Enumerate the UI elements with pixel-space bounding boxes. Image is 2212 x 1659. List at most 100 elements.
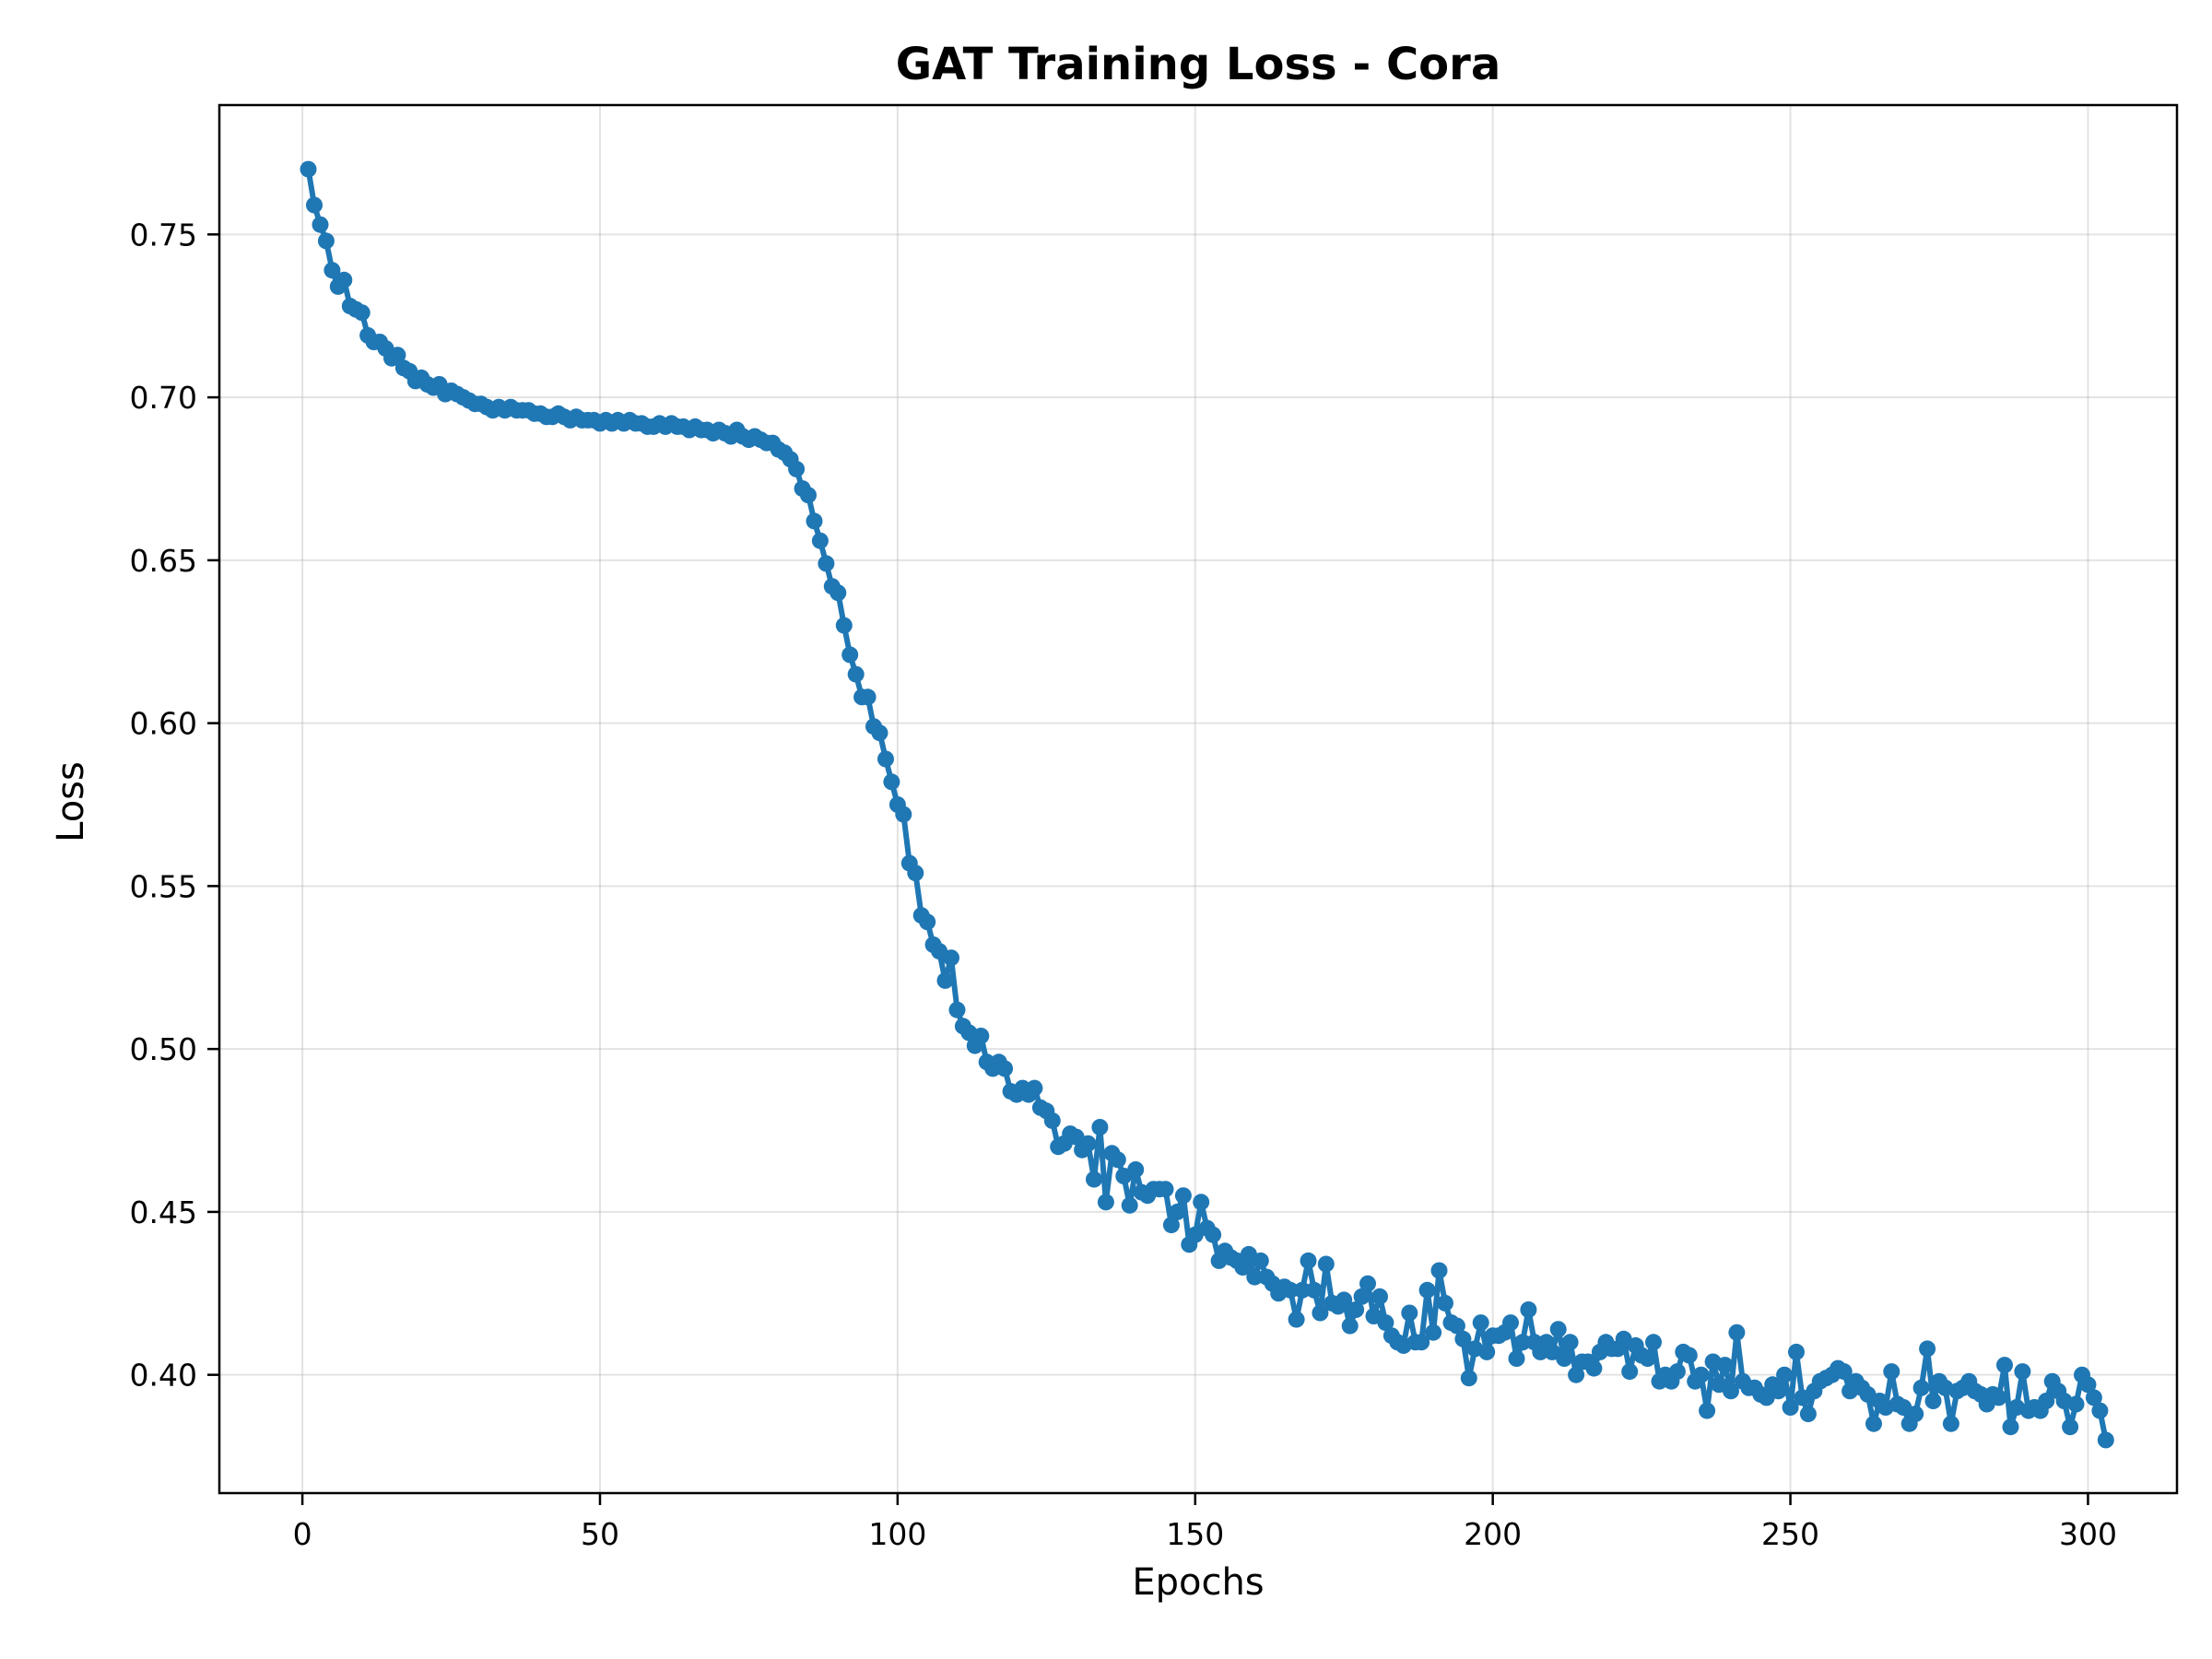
data-point — [800, 487, 817, 504]
x-tick-label: 200 — [1464, 1516, 1522, 1552]
y-axis-label: Loss — [50, 761, 92, 842]
x-tick-label: 100 — [868, 1516, 926, 1552]
data-point — [312, 216, 329, 233]
data-point — [996, 1060, 1014, 1077]
data-point — [1353, 1288, 1371, 1305]
series-line — [305, 169, 2109, 1441]
data-point — [1282, 1281, 1300, 1299]
data-point — [936, 971, 954, 989]
y-tick-label: 0.55 — [130, 868, 197, 904]
data-point — [943, 949, 959, 967]
x-axis-ticks: 0 50 100 150 200 250 300 — [293, 1493, 2117, 1552]
data-point — [1043, 1112, 1061, 1129]
data-point — [1788, 1343, 1805, 1360]
data-point — [1294, 1281, 1311, 1299]
data-point — [1157, 1181, 1174, 1198]
data-point — [1169, 1203, 1186, 1220]
data-point — [1508, 1350, 1525, 1367]
data-point — [788, 460, 806, 477]
y-tick-label: 0.40 — [130, 1358, 197, 1394]
data-point — [1776, 1366, 1794, 1383]
data-point — [1305, 1281, 1323, 1299]
data-point — [1448, 1317, 1465, 1335]
data-point — [1520, 1301, 1537, 1318]
data-point — [1692, 1366, 1710, 1383]
data-point — [389, 347, 406, 364]
data-point — [847, 665, 865, 683]
data-point — [1782, 1399, 1799, 1416]
data-point — [1341, 1317, 1359, 1335]
data-point — [2038, 1393, 2055, 1409]
grid-lines — [219, 105, 2177, 1493]
data-point — [818, 555, 835, 572]
y-tick-label: 0.65 — [130, 543, 197, 579]
data-point — [895, 806, 912, 823]
data-point — [1162, 1217, 1180, 1234]
x-tick-label: 50 — [581, 1516, 619, 1552]
data-point — [1907, 1406, 1924, 1423]
data-point — [1942, 1415, 1959, 1432]
data-point — [2002, 1418, 2019, 1436]
data-point — [1371, 1288, 1388, 1305]
data-point — [1472, 1314, 1489, 1332]
data-point — [1478, 1343, 1496, 1360]
y-tick-label: 0.75 — [130, 217, 197, 253]
data-point — [1317, 1255, 1335, 1273]
data-point — [1770, 1382, 1787, 1400]
data-point — [1680, 1347, 1698, 1364]
data-point — [1990, 1389, 2007, 1406]
data-point — [1401, 1304, 1418, 1322]
y-tick-label: 0.50 — [130, 1031, 197, 1067]
data-point — [1234, 1259, 1252, 1276]
y-tick-label: 0.70 — [130, 380, 197, 416]
data-point — [1377, 1314, 1394, 1332]
x-tick-label: 300 — [2059, 1516, 2117, 1552]
data-point — [919, 913, 936, 931]
data-point — [1621, 1363, 1639, 1381]
data-point — [1246, 1268, 1264, 1286]
data-point — [1865, 1415, 1882, 1432]
data-point — [1728, 1324, 1746, 1341]
data-point — [2062, 1418, 2079, 1436]
data-point — [972, 1028, 990, 1044]
data-point — [841, 646, 859, 664]
x-tick-label: 250 — [1761, 1516, 1819, 1552]
data-point — [324, 262, 341, 279]
data-point — [806, 512, 823, 530]
data-point — [1919, 1340, 1936, 1358]
data-point — [2014, 1363, 2031, 1381]
data-point — [1668, 1363, 1686, 1381]
data-point — [1883, 1363, 1900, 1381]
data-point — [1996, 1357, 2013, 1374]
data-point — [1026, 1079, 1043, 1097]
data-point — [1924, 1393, 1942, 1409]
plot-area-frame — [218, 103, 2179, 1495]
data-point — [1359, 1275, 1376, 1292]
data-point — [1585, 1359, 1603, 1377]
data-point — [1549, 1321, 1567, 1338]
data-point — [1205, 1226, 1222, 1243]
data-point — [1109, 1151, 1126, 1169]
data-point — [1556, 1350, 1573, 1367]
x-tick-label: 0 — [293, 1516, 312, 1552]
data-point — [1086, 1171, 1102, 1188]
data-point — [907, 865, 924, 882]
data-point — [1430, 1262, 1448, 1279]
data-point — [1097, 1194, 1114, 1211]
data-point — [1723, 1382, 1739, 1400]
data-point — [1079, 1135, 1097, 1152]
data-point — [877, 750, 894, 768]
data-point — [1561, 1334, 1579, 1351]
loss-line — [305, 169, 2109, 1441]
data-point — [1312, 1304, 1329, 1322]
data-point — [1335, 1291, 1353, 1309]
data-point — [948, 1001, 966, 1018]
data-point — [2079, 1376, 2097, 1394]
data-point — [835, 617, 853, 634]
data-point — [1454, 1330, 1472, 1347]
chart-title: GAT Training Loss - Cora — [896, 39, 1500, 90]
data-point — [1193, 1194, 1210, 1211]
data-point — [1568, 1366, 1585, 1383]
data-point — [300, 160, 317, 178]
data-point — [871, 724, 888, 742]
